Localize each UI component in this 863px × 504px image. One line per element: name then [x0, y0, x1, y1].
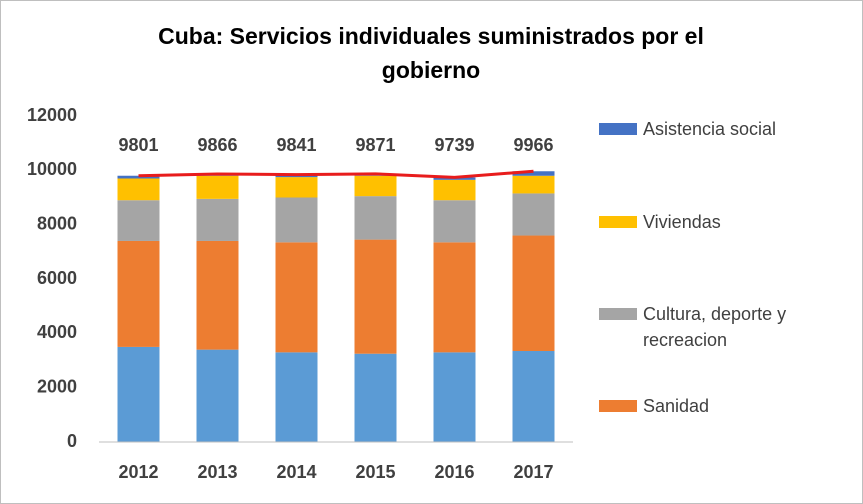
bar-segment — [275, 352, 318, 442]
bar-segment — [433, 242, 476, 353]
y-tick-label: 8000 — [37, 213, 77, 233]
legend-label: Cultura, deporte y recreacion — [643, 304, 787, 350]
legend-swatch — [599, 308, 637, 320]
bar-segment — [433, 352, 476, 442]
legend-swatch — [599, 400, 637, 412]
y-tick-label: 2000 — [37, 376, 77, 396]
y-tick-label: 4000 — [37, 322, 77, 342]
bar-segment — [196, 175, 239, 199]
data-label: 9801 — [118, 135, 158, 155]
legend-swatch — [599, 123, 637, 135]
bar-segment — [354, 239, 397, 354]
data-label: 9966 — [513, 135, 553, 155]
bar-segment — [196, 349, 239, 442]
bar-segment — [117, 346, 160, 442]
x-tick-label: 2014 — [276, 462, 316, 482]
data-label: 9739 — [434, 135, 474, 155]
x-tick-label: 2012 — [118, 462, 158, 482]
x-tick-label: 2013 — [197, 462, 237, 482]
x-tick-label: 2015 — [355, 462, 395, 482]
bar-segment — [196, 198, 239, 241]
data-label: 9866 — [197, 135, 237, 155]
y-tick-label: 12000 — [27, 105, 77, 125]
x-tick-label: 2017 — [513, 462, 553, 482]
x-tick-label: 2016 — [434, 462, 474, 482]
legend-item: Sanidad — [599, 393, 843, 419]
bar-segment — [117, 240, 160, 347]
data-label: 9871 — [355, 135, 395, 155]
chart-title: Cuba: Servicios individuales suministrad… — [158, 23, 704, 83]
bar-segment — [433, 179, 476, 201]
bar-segment — [275, 197, 318, 243]
y-tick-label: 10000 — [27, 159, 77, 179]
y-tick-label: 6000 — [37, 268, 77, 288]
bar-segment — [117, 175, 160, 179]
bar-segment — [117, 200, 160, 241]
bar-segment — [512, 171, 555, 176]
bar-segment — [433, 200, 476, 243]
bar-segment — [354, 175, 397, 197]
bar-segment — [512, 175, 555, 194]
y-tick-label: 0 — [67, 431, 77, 451]
bar-segment — [275, 242, 318, 353]
bar-segment — [354, 196, 397, 240]
legend-item: Viviendas — [599, 209, 843, 235]
bar-segment — [117, 178, 160, 201]
legend-label: Asistencia social — [643, 119, 777, 139]
data-label: 9841 — [276, 135, 316, 155]
bar-segment — [275, 177, 318, 198]
legend-item: Asistencia social — [599, 116, 843, 142]
bar-segment — [512, 235, 555, 351]
total-line — [138, 169, 534, 179]
bar-segment — [354, 353, 397, 442]
legend-item: Cultura, deporte y recreacion — [599, 301, 843, 353]
bar-segment — [196, 240, 239, 350]
bar-segment — [512, 193, 555, 236]
bar-segment — [512, 350, 555, 442]
legend-swatch — [599, 216, 637, 228]
legend-label: Viviendas — [643, 212, 721, 232]
legend-label: Sanidad — [643, 396, 710, 416]
